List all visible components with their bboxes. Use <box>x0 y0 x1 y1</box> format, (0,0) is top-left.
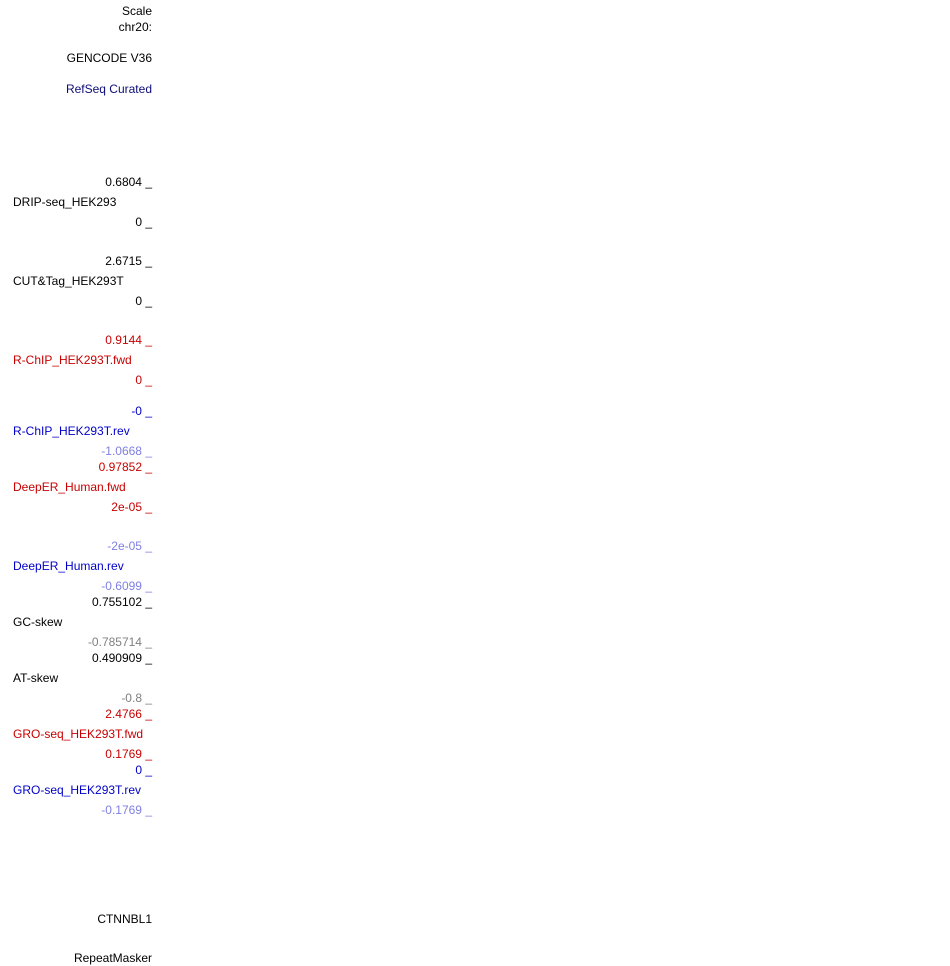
track-label[interactable]: -2e-05 _ <box>107 539 152 553</box>
track-name[interactable]: AT-skew <box>13 671 59 685</box>
track-label[interactable]: 0 _ <box>135 763 152 777</box>
track-name[interactable]: DeepER_Human.rev <box>13 559 124 573</box>
track-name[interactable]: CUT&Tag_HEK293T <box>13 274 124 288</box>
track-label[interactable]: -0.1769 _ <box>101 803 152 817</box>
track-label[interactable]: GENCODE V36 <box>66 51 152 65</box>
track-label[interactable]: CTNNBL1 <box>97 912 152 926</box>
track-label[interactable]: 0.97852 _ <box>98 460 152 474</box>
track-name[interactable]: GRO-seq_HEK293T.rev <box>13 783 142 797</box>
track-label[interactable]: 0.490909 _ <box>91 651 152 665</box>
track-label[interactable]: 0.9144 _ <box>105 333 152 347</box>
track-label[interactable]: RepeatMasker <box>73 951 152 965</box>
track-name[interactable]: DeepER_Human.fwd <box>13 480 126 494</box>
track-label[interactable]: -0 _ <box>131 404 152 418</box>
track-label[interactable]: Scale <box>121 4 152 18</box>
track-label[interactable]: 2.6715 _ <box>105 254 152 268</box>
track-label[interactable]: 2e-05 _ <box>111 500 152 514</box>
track-label[interactable]: RefSeq Curated <box>65 82 152 96</box>
track-name[interactable]: GC-skew <box>13 615 63 629</box>
track-label[interactable]: 0 _ <box>135 373 152 387</box>
track-name[interactable]: GRO-seq_HEK293T.fwd <box>13 727 144 741</box>
track-label[interactable]: 0.1769 _ <box>105 747 152 761</box>
track-label[interactable]: -0.8 _ <box>121 691 152 705</box>
track-label[interactable]: 0.755102 _ <box>91 595 152 609</box>
track-label[interactable]: chr20: <box>118 20 152 34</box>
track-label[interactable]: 2.4766 _ <box>105 707 152 721</box>
track-label[interactable]: 0.6804 _ <box>105 175 152 189</box>
track-label[interactable]: -0.6099 _ <box>101 579 152 593</box>
track-name[interactable]: DRIP-seq_HEK293 <box>13 195 117 209</box>
track-label[interactable]: 0 _ <box>135 215 152 229</box>
track-label[interactable]: 0 _ <box>135 294 152 308</box>
track-label[interactable]: -0.785714 _ <box>87 635 152 649</box>
track-name[interactable]: R-ChIP_HEK293T.fwd <box>13 353 132 367</box>
track-name[interactable]: R-ChIP_HEK293T.rev <box>13 424 130 438</box>
track-label[interactable]: -1.0668 _ <box>101 444 152 458</box>
